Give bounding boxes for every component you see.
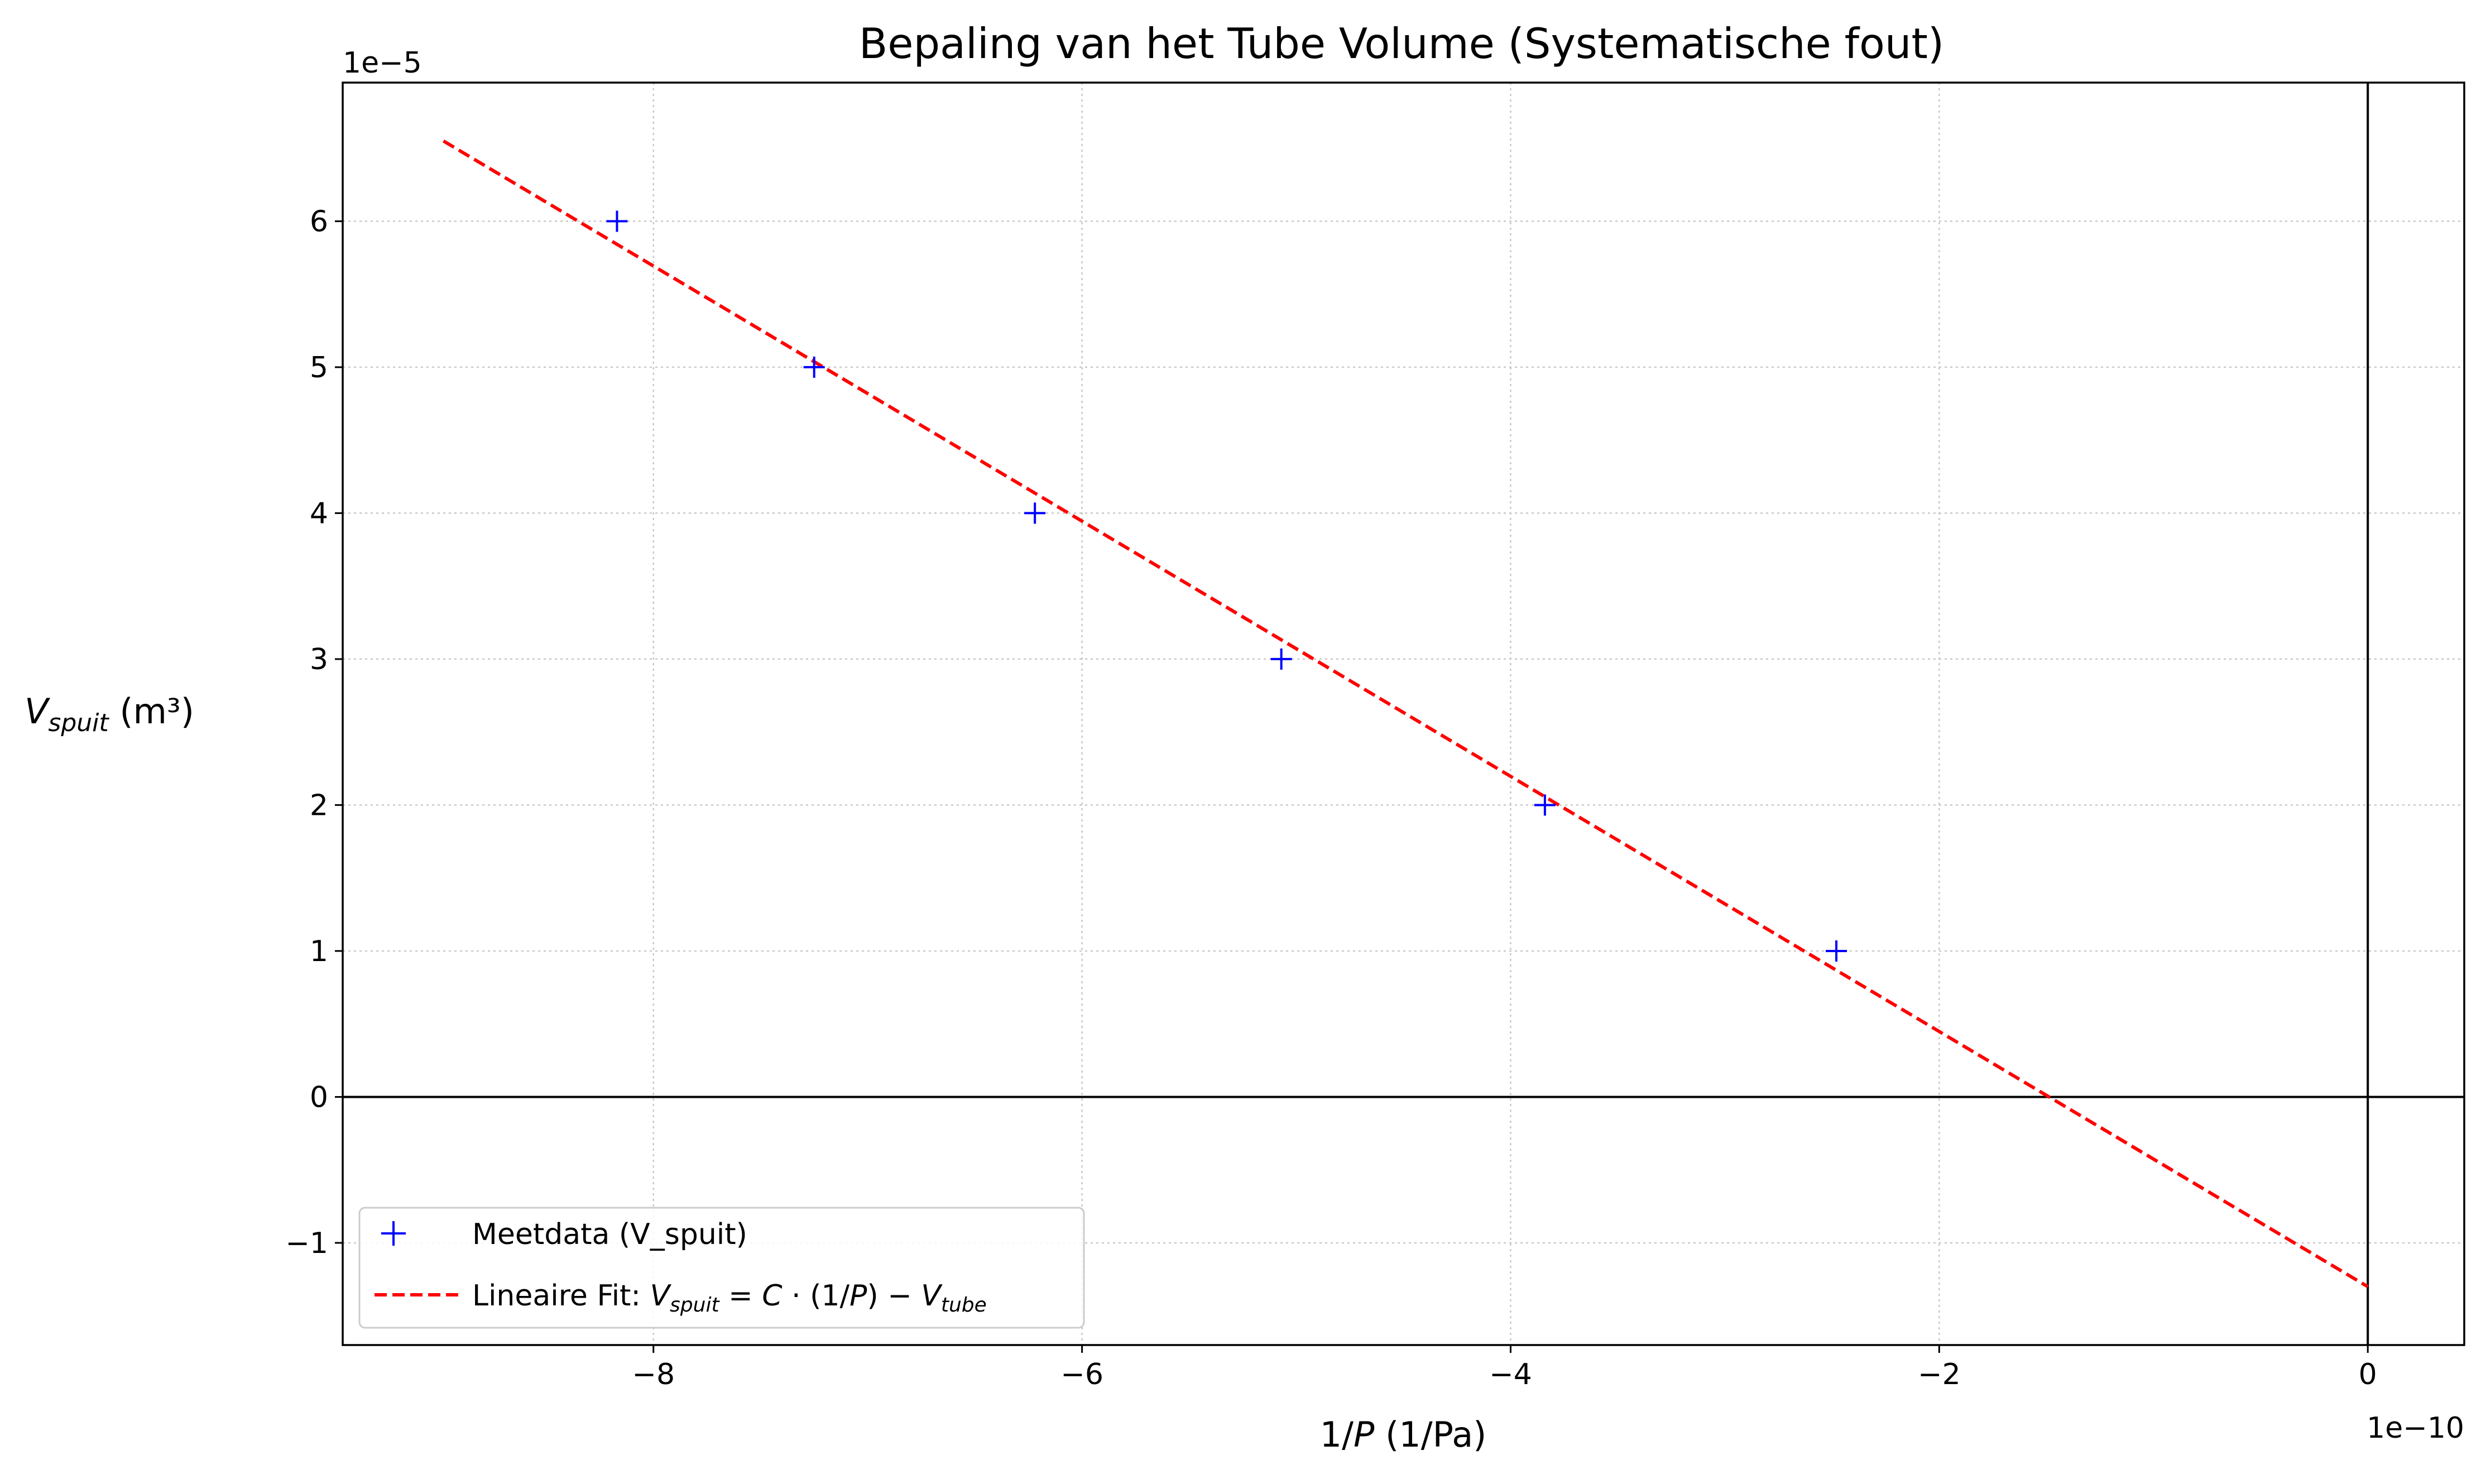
data-point [1024, 502, 1046, 524]
legend-fit-dot: · (1/ [783, 1279, 850, 1313]
legend-label-meetdata: Meetdata (V_spuit) [472, 1218, 747, 1251]
y-offset-label: 1e−5 [343, 46, 422, 80]
legend-fit-sub-tube: tube [941, 1294, 987, 1317]
legend-fit-close: ) − [867, 1279, 921, 1313]
data-point [1270, 648, 1292, 670]
x-tick-label: −4 [1489, 1358, 1532, 1391]
x-tick-label: −2 [1918, 1358, 1961, 1391]
y-axis-label-var: V [25, 691, 51, 732]
x-offset-label: 1e−10 [2367, 1411, 2464, 1445]
fit-line-layer [442, 140, 2369, 1288]
y-tick-label: 2 [310, 789, 328, 822]
x-tick-label: −6 [1060, 1358, 1103, 1391]
data-point [1534, 794, 1556, 816]
y-ticks: −1 0 1 2 3 4 5 6 [285, 205, 343, 1260]
x-tick-label: 0 [2359, 1358, 2377, 1391]
y-tick-label: 6 [310, 205, 328, 238]
legend: Meetdata (V_spuit) Lineaire Fit: Vspuit … [358, 1207, 1085, 1329]
x-axis-label-pre: 1/ [1320, 1414, 1354, 1455]
y-axis-label-sub: spuit [48, 709, 109, 737]
y-tick-label: 5 [310, 351, 328, 385]
legend-box [358, 1207, 1085, 1329]
chart-title: Bepaling van het Tube Volume (Systematis… [859, 19, 1944, 68]
legend-fit-v2: V [921, 1279, 943, 1313]
legend-fit-eq: = [719, 1279, 762, 1313]
y-axis-label-post: (m³) [109, 691, 194, 732]
legend-fit-c: C [762, 1279, 783, 1313]
x-axis-label-post: (1/Pa) [1374, 1414, 1486, 1455]
data-point [1826, 940, 1847, 962]
legend-marker-icon [381, 1221, 406, 1246]
legend-fit-p: P [850, 1279, 867, 1313]
y-tick-label: −1 [285, 1227, 328, 1260]
legend-fit-sub-spuit: spuit [670, 1294, 720, 1317]
legend-fit-v1: V [650, 1279, 671, 1313]
y-tick-label: 0 [310, 1080, 328, 1114]
legend-fit-prefix: Lineaire Fit: [472, 1279, 650, 1313]
data-point [803, 356, 825, 378]
y-tick-label: 3 [310, 643, 328, 676]
data-point [606, 210, 628, 232]
zero-lines [343, 83, 2464, 1345]
fit-line [442, 140, 2369, 1288]
y-axis-label: Vspuit (m³) [25, 691, 194, 737]
plot-frame [342, 81, 2465, 1346]
x-axis-label-var: P [1354, 1414, 1375, 1455]
x-ticks: −8 −6 −4 −2 0 [632, 1345, 2377, 1391]
y-tick-label: 4 [310, 497, 328, 530]
legend-label-fit: Lineaire Fit: Vspuit = C · (1/P) − Vtube [472, 1279, 987, 1317]
x-axis-label: 1/P (1/Pa) [1320, 1414, 1487, 1455]
marker-layer [606, 210, 1847, 962]
y-tick-label: 1 [310, 935, 328, 968]
x-tick-label: −8 [632, 1358, 675, 1391]
